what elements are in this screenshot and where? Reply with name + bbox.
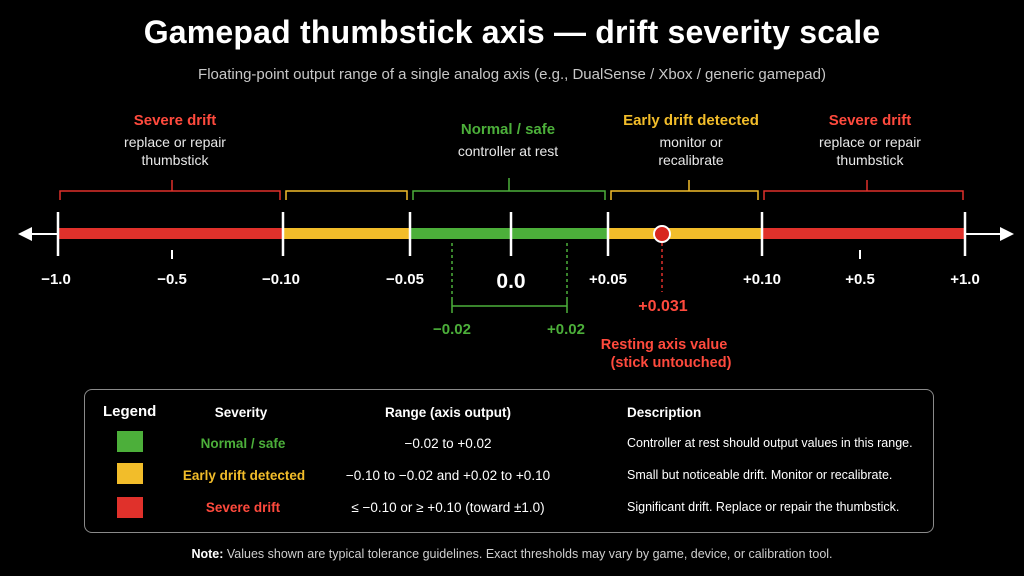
legend-row-severity: Severe drift [205, 500, 281, 515]
resting-value-dot [653, 225, 671, 243]
segment-severe-left [58, 228, 283, 239]
tick-label-neg1: −1.0 [41, 271, 71, 288]
legend-swatch-yellow [117, 463, 143, 484]
legend-row-range: ≤ −0.10 or ≥ +0.10 (toward ±1.0) [351, 500, 545, 515]
bracket-severe-right [763, 180, 964, 200]
segment-early-right [608, 228, 762, 239]
zone-desc: thumbstick [141, 152, 209, 168]
page-title: Gamepad thumbstick axis — drift severity… [143, 14, 881, 50]
legend-row-range: −0.10 to −0.02 and +0.02 to +0.10 [345, 468, 551, 483]
zone-label-severe-left: Severe drift replace or repair thumbstic… [75, 112, 275, 169]
resting-caption-2: (stick untouched) [611, 355, 732, 371]
legend-row-description: Significant drift. Replace or repair the… [627, 500, 900, 514]
zone-desc: replace or repair [819, 134, 921, 150]
footnote: Note: Values shown are typical tolerance… [0, 547, 1024, 561]
tick-label-pos1: +1.0 [950, 271, 980, 288]
zone-title: Severe drift [133, 112, 217, 129]
bracket-severe-left [59, 180, 281, 200]
segment-severe-right [762, 228, 965, 239]
legend-panel [84, 389, 934, 533]
tick-label-neg005: −0.05 [386, 271, 424, 288]
zone-desc: recalibrate [658, 152, 724, 168]
zone-desc: replace or repair [124, 134, 226, 150]
resting-caption-1: Resting axis value [601, 337, 728, 353]
zone-title: Severe drift [828, 112, 912, 129]
zone-title: Normal / safe [460, 121, 556, 138]
bracket-normal [412, 178, 606, 200]
tick-label-neg05: −0.5 [157, 271, 187, 288]
legend-col-severity: Severity [214, 405, 268, 420]
legend-row-description: Controller at rest should output values … [627, 436, 913, 450]
legend-col-range: Range (axis output) [384, 405, 511, 420]
tick-label-zero: 0.0 [496, 270, 525, 293]
zone-desc: thumbstick [836, 152, 904, 168]
axis-scale-diagram: −1.0 −0.5 −0.10 −0.05 0.0 +0.05 +0.10 +0… [18, 178, 1014, 371]
legend-swatch-green [117, 431, 143, 452]
segment-early-left [283, 228, 410, 239]
arrow-right-icon [1000, 227, 1014, 241]
zone-desc: controller at rest [457, 143, 559, 159]
legend-row-description: Small but noticeable drift. Monitor or r… [627, 468, 893, 482]
zone-desc: monitor or [659, 134, 723, 150]
legend-row-severity: Normal / safe [200, 436, 286, 451]
zone-label-severe-right: Severe drift replace or repair thumbstic… [770, 112, 970, 169]
inner-label-right: +0.02 [547, 321, 585, 338]
legend-heading: Legend [103, 403, 157, 420]
page-subtitle: Floating-point output range of a single … [198, 66, 826, 83]
legend-row-severity: Early drift detected [182, 468, 306, 483]
zone-label-early: Early drift detected monitor or recalibr… [591, 112, 791, 169]
inner-range-bracket [451, 300, 568, 313]
segment-normal [410, 228, 608, 239]
legend-col-description: Description [627, 405, 702, 420]
inner-range-markers [451, 243, 568, 313]
zone-label-normal: Normal / safe controller at rest [408, 121, 608, 160]
arrow-left-icon [18, 227, 32, 241]
tick-label-neg010: −0.10 [262, 271, 300, 288]
major-ticks [56, 212, 967, 256]
zone-title: Early drift detected [623, 112, 759, 129]
inner-label-left: −0.02 [433, 321, 471, 338]
resting-value-label: +0.031 [638, 298, 687, 315]
legend-swatch-red [117, 497, 143, 518]
bracket-early-left [285, 190, 408, 200]
tick-label-pos010: +0.10 [743, 271, 781, 288]
footnote-prefix: Note: [191, 547, 224, 561]
minor-ticks [171, 250, 861, 259]
tick-label-pos05: +0.5 [845, 271, 875, 288]
bracket-early-right [610, 180, 759, 200]
tick-label-pos005: +0.05 [589, 271, 627, 288]
footnote-text: Values shown are typical tolerance guide… [226, 547, 833, 561]
legend-row-range: −0.02 to +0.02 [404, 436, 492, 451]
